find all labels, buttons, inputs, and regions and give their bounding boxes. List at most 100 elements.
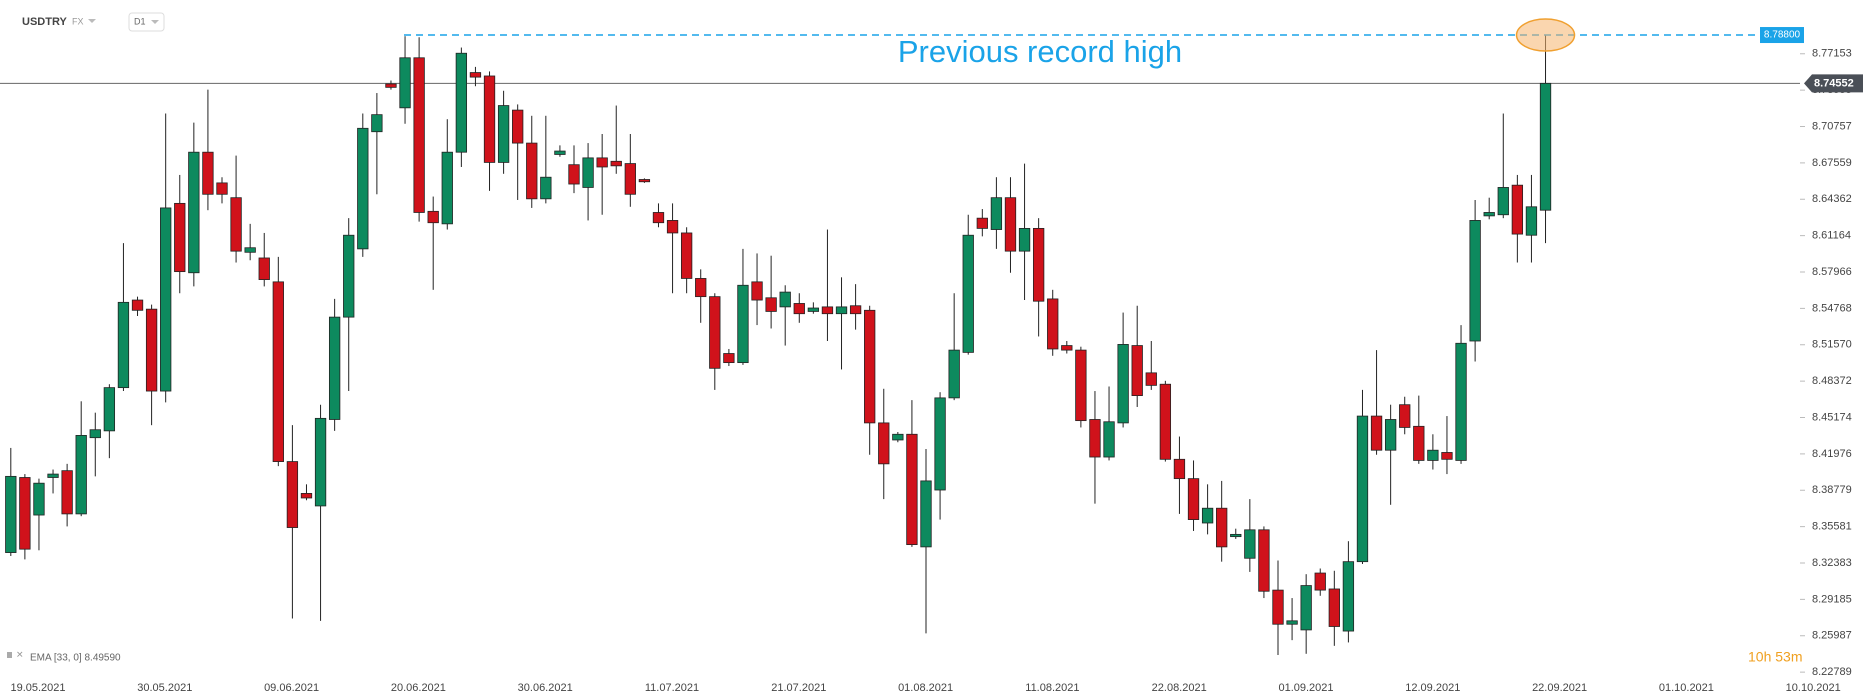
candle-body bbox=[765, 297, 777, 312]
candle-body bbox=[399, 57, 411, 109]
candle-body bbox=[1497, 187, 1509, 216]
x-tick-label: 11.07.2021 bbox=[645, 682, 699, 694]
candle-body bbox=[1328, 588, 1340, 627]
highlight-ellipse bbox=[1515, 18, 1576, 52]
x-tick-label: 01.10.2021 bbox=[1659, 682, 1714, 694]
y-tick-label: 8.32383 bbox=[1812, 557, 1852, 569]
annotation: Previous record high bbox=[898, 34, 1182, 69]
candle-body bbox=[821, 306, 834, 315]
candle-body bbox=[483, 75, 496, 163]
candle-body bbox=[1525, 206, 1538, 236]
candle-body bbox=[314, 417, 327, 507]
x-tick-label: 22.08.2021 bbox=[1152, 682, 1207, 694]
candle-body bbox=[1399, 404, 1411, 428]
close-icon[interactable]: ✕ bbox=[16, 649, 24, 659]
candle-body bbox=[103, 387, 116, 432]
candle-body bbox=[1356, 415, 1369, 563]
interval-box[interactable] bbox=[128, 12, 165, 32]
candle-body bbox=[864, 309, 876, 424]
candle-body bbox=[1201, 507, 1214, 524]
candle-body bbox=[1131, 345, 1143, 397]
candle-body bbox=[1427, 449, 1439, 461]
candle-body bbox=[19, 477, 31, 550]
candle-body bbox=[1300, 585, 1312, 631]
candle-body bbox=[751, 281, 763, 301]
candle-body bbox=[286, 461, 299, 528]
candle-body bbox=[33, 482, 45, 516]
candle-body bbox=[695, 278, 707, 298]
candle-body bbox=[188, 151, 200, 274]
candle-body bbox=[582, 157, 594, 188]
candle-body bbox=[892, 433, 904, 441]
candle-body bbox=[737, 284, 749, 364]
y-tick-label: 8.25987 bbox=[1812, 630, 1852, 642]
candle-body bbox=[920, 480, 932, 548]
candle-body bbox=[160, 207, 172, 392]
candle-body bbox=[680, 232, 693, 279]
candle-body bbox=[512, 109, 524, 144]
x-tick-label: 30.05.2021 bbox=[137, 682, 192, 694]
candle-body bbox=[962, 234, 974, 353]
symbol[interactable]: USDTRY bbox=[22, 16, 67, 28]
candle-body bbox=[1511, 184, 1524, 235]
candle-body bbox=[638, 179, 651, 183]
candle-body bbox=[990, 197, 1003, 230]
candle-body bbox=[174, 202, 186, 273]
candle-body bbox=[413, 57, 425, 213]
y-tick-label: 8.57966 bbox=[1812, 266, 1852, 278]
candle-body bbox=[1061, 345, 1073, 351]
candle-body bbox=[5, 475, 17, 553]
y-tick-label: 8.41976 bbox=[1812, 448, 1852, 460]
candle-body bbox=[1159, 383, 1172, 460]
y-tick-label: 8.48372 bbox=[1812, 375, 1852, 387]
candle-body bbox=[61, 470, 73, 515]
candle-body bbox=[1483, 212, 1495, 217]
indicator-icon[interactable] bbox=[7, 652, 12, 658]
candle-body bbox=[596, 157, 608, 168]
candle-body bbox=[849, 305, 862, 315]
candle-body bbox=[1173, 458, 1186, 480]
candle-body bbox=[835, 306, 848, 315]
candle-body bbox=[300, 493, 313, 499]
candle-body bbox=[328, 316, 341, 420]
candle-body bbox=[652, 212, 665, 224]
candle-body bbox=[272, 281, 284, 462]
candle-body bbox=[1370, 415, 1383, 451]
market: FX bbox=[72, 16, 84, 26]
candle-body bbox=[1272, 589, 1284, 625]
candle-body bbox=[1047, 298, 1059, 350]
y-tick-label: 8.77153 bbox=[1812, 48, 1852, 60]
y-tick-label: 8.64362 bbox=[1812, 193, 1852, 205]
candle-body bbox=[779, 291, 791, 308]
candle-body bbox=[357, 127, 369, 250]
x-tick-label: 21.07.2021 bbox=[771, 682, 826, 694]
x-tick-label: 20.06.2021 bbox=[391, 682, 446, 694]
candle-body bbox=[371, 114, 383, 133]
candle-body bbox=[131, 299, 144, 311]
candle-body bbox=[1075, 349, 1087, 422]
y-tick-label: 8.51570 bbox=[1812, 339, 1852, 351]
indicator-label: EMA [33, 0] 8.49590 bbox=[30, 653, 121, 664]
candle-body bbox=[1216, 507, 1228, 548]
candle-body bbox=[934, 397, 946, 491]
y-tick-label: 8.35581 bbox=[1812, 521, 1852, 533]
y-tick-label: 8.61164 bbox=[1812, 230, 1851, 242]
candle-body bbox=[216, 182, 228, 195]
candle-body bbox=[1455, 342, 1467, 461]
candle-body bbox=[1258, 529, 1270, 592]
candle-body bbox=[47, 473, 59, 478]
candle-body bbox=[1187, 478, 1200, 520]
y-tick-label: 8.70757 bbox=[1812, 120, 1852, 132]
candle-body bbox=[554, 150, 566, 155]
candle-body bbox=[948, 349, 960, 399]
candle-body bbox=[976, 217, 988, 229]
y-tick-label: 8.38779 bbox=[1812, 484, 1852, 496]
candle-body bbox=[1286, 620, 1298, 625]
x-tick-label: 09.06.2021 bbox=[264, 682, 319, 694]
candle-body bbox=[258, 257, 270, 280]
candle-body bbox=[610, 160, 622, 167]
candle-body bbox=[1441, 452, 1453, 460]
candle-body bbox=[1342, 561, 1355, 632]
candle-body bbox=[807, 307, 820, 312]
